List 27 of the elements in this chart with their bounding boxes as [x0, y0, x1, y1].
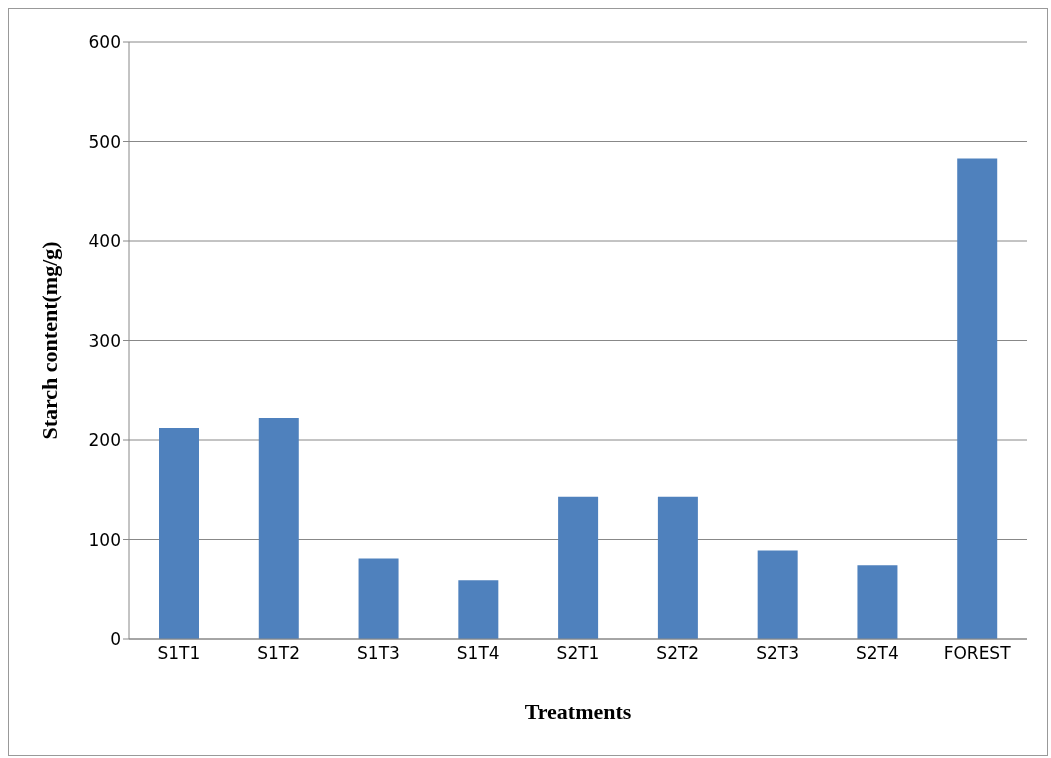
y-tick-label: 300	[88, 330, 121, 351]
y-tick-label: 100	[88, 529, 121, 550]
x-tick-label: S1T2	[257, 643, 301, 664]
x-axis-title: Treatments	[524, 699, 632, 724]
x-tick-label: S2T4	[855, 643, 899, 664]
bar	[558, 496, 599, 639]
y-tick-label: 400	[88, 231, 121, 252]
bar	[857, 565, 898, 639]
y-tick-label: 0	[110, 629, 121, 650]
bar	[458, 580, 499, 639]
bar	[957, 158, 998, 639]
y-tick-label: 500	[88, 131, 121, 152]
bar	[159, 428, 199, 639]
x-tick-label: S2T3	[756, 643, 799, 664]
bar	[358, 558, 399, 639]
x-tick-label: S1T1	[157, 643, 201, 664]
y-tick-label: 200	[88, 430, 121, 451]
x-tick-label: FOREST	[943, 643, 1012, 664]
y-axis-title: Starch content(mg/g)	[36, 241, 62, 440]
bar	[657, 496, 698, 639]
bar	[258, 418, 299, 639]
bar	[757, 550, 798, 639]
x-tick-label: S2T1	[556, 643, 600, 664]
x-tick-label: S1T3	[357, 643, 400, 664]
y-tick-label: 600	[88, 32, 121, 53]
x-tick-label: S1T4	[456, 643, 500, 664]
x-tick-label: S2T2	[656, 643, 700, 664]
